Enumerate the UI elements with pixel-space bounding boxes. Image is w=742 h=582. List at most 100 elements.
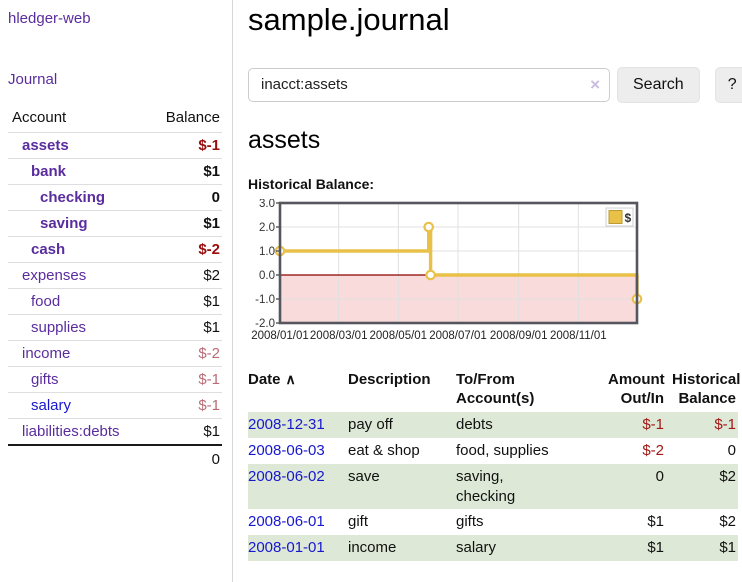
y-tick-label: -2.0 <box>255 318 275 330</box>
sidebar: hledger-web Journal Account Balance asse… <box>0 0 233 582</box>
transaction-amount: $-2 <box>642 442 664 460</box>
chart-section-label: Historical Balance: <box>248 175 375 192</box>
clear-search-icon[interactable]: × <box>590 74 600 94</box>
account-link-gifts[interactable]: gifts <box>31 371 59 388</box>
account-row: gifts $-1 <box>8 366 222 393</box>
transaction-amount: 0 <box>655 467 664 485</box>
chart-data-point <box>425 269 436 280</box>
transaction-row[interactable]: 2008-06-01 gift gifts $1 $2 <box>248 509 738 535</box>
transaction-balance: 0 <box>727 442 736 460</box>
account-row: bank $1 <box>8 158 222 185</box>
transaction-row[interactable]: 2008-01-01 income salary $1 $1 <box>248 535 738 562</box>
chart-legend: $ <box>605 207 634 227</box>
account-link-salary[interactable]: salary <box>31 397 72 414</box>
sort-ascending-icon: ∧ <box>285 370 296 387</box>
account-balance: 0 <box>211 189 220 206</box>
x-tick-label: 2008/07/01 <box>429 330 487 342</box>
account-balance: $1 <box>203 215 220 232</box>
help-button[interactable]: ? <box>714 66 742 103</box>
sidebar-item-journal[interactable]: Journal <box>8 71 58 88</box>
transaction-row[interactable]: 2008-06-02 save saving, checking 0 $2 <box>248 463 738 510</box>
transaction-description: income <box>348 539 397 557</box>
sidebar-nav: Journal <box>8 71 222 88</box>
x-tick-label: 2008/09/01 <box>490 330 548 342</box>
x-tick-label: 2008/05/01 <box>370 330 428 342</box>
account-row: liabilities:debts $1 <box>8 418 222 446</box>
account-row: assets $-1 <box>8 132 222 159</box>
transaction-balance: $2 <box>719 467 736 485</box>
x-tick-label: 2008/01/01 <box>251 330 309 342</box>
account-row: supplies $1 <box>8 314 222 341</box>
search-field-wrap: × <box>248 67 610 102</box>
transaction-description: pay off <box>348 416 393 434</box>
transaction-accounts: food, supplies <box>456 442 549 460</box>
transaction-balance: $1 <box>719 539 736 557</box>
account-link-liabilities-debts[interactable]: liabilities:debts <box>22 423 120 440</box>
transaction-balance: $-1 <box>714 416 736 434</box>
y-tick-label: -1.0 <box>255 294 275 306</box>
chart-data-point <box>423 221 434 232</box>
app-title-link[interactable]: hledger-web <box>8 10 91 27</box>
account-link-assets[interactable]: assets <box>22 137 69 154</box>
accounts-total-spacer <box>8 445 148 473</box>
transaction-date-link[interactable]: 2008-06-03 <box>248 442 325 460</box>
account-link-saving[interactable]: saving <box>40 215 88 232</box>
transaction-accounts: gifts <box>456 513 484 531</box>
page-title: sample.journal <box>248 2 450 37</box>
account-link-cash[interactable]: cash <box>31 241 66 258</box>
transaction-row[interactable]: 2008-12-31 pay off debts $-1 $-1 <box>248 412 738 439</box>
account-balance: $1 <box>203 163 220 180</box>
register-header-accounts: To/From Account(s) <box>456 370 535 408</box>
account-link-income[interactable]: income <box>22 345 71 362</box>
transaction-accounts: salary <box>456 539 497 557</box>
transaction-date-link[interactable]: 2008-01-01 <box>248 539 325 557</box>
account-balance: $-1 <box>198 371 220 388</box>
transaction-description: gift <box>348 513 369 531</box>
transaction-date-link[interactable]: 2008-12-31 <box>248 416 325 434</box>
transaction-description: eat & shop <box>348 442 420 460</box>
transaction-description: save <box>348 467 380 485</box>
account-row: checking 0 <box>8 184 222 211</box>
accounts-header-row: Account Balance <box>8 105 222 133</box>
y-tick-label: 0.0 <box>259 270 275 282</box>
search-input[interactable] <box>248 67 610 102</box>
y-tick-label: 2.0 <box>259 222 275 234</box>
account-balance: $1 <box>203 293 220 310</box>
y-tick-label: 1.0 <box>259 246 275 258</box>
account-row: saving $1 <box>8 210 222 237</box>
accounts-total-row: 0 <box>8 445 222 473</box>
accounts-header-account: Account <box>12 109 67 126</box>
transaction-row[interactable]: 2008-06-03 eat & shop food, supplies $-2 0 <box>248 438 738 464</box>
account-link-food[interactable]: food <box>31 293 61 310</box>
legend-swatch-icon <box>608 209 623 224</box>
account-link-checking[interactable]: checking <box>40 189 106 206</box>
transaction-accounts: saving, checking <box>456 467 516 505</box>
account-row: food $1 <box>8 288 222 315</box>
account-row: salary $-1 <box>8 392 222 419</box>
account-link-bank[interactable]: bank <box>31 163 67 180</box>
account-row: expenses $2 <box>8 262 222 289</box>
accounts-header-balance: Balance <box>165 109 220 126</box>
register-header-date[interactable]: Date ∧ <box>248 370 296 388</box>
account-balance: $1 <box>203 319 220 336</box>
transaction-balance: $2 <box>719 513 736 531</box>
account-balance: $1 <box>203 423 220 440</box>
account-balance: $-2 <box>198 345 220 362</box>
transaction-accounts: debts <box>456 416 493 434</box>
account-balance: $-1 <box>198 137 220 154</box>
main-content: sample.journal × Search ? assets Histori… <box>233 0 742 582</box>
legend-label: $ <box>625 211 632 225</box>
transaction-date-link[interactable]: 2008-06-02 <box>248 467 325 485</box>
register-header-description: Description <box>348 370 431 388</box>
transaction-amount: $-1 <box>642 416 664 434</box>
search-button[interactable]: Search <box>617 66 700 103</box>
x-tick-label: 2008/03/01 <box>310 330 368 342</box>
account-row: cash $-2 <box>8 236 222 263</box>
transaction-amount: $1 <box>647 539 664 557</box>
account-link-expenses[interactable]: expenses <box>22 267 87 284</box>
account-balance: $2 <box>203 267 220 284</box>
account-link-supplies[interactable]: supplies <box>31 319 87 336</box>
transaction-date-link[interactable]: 2008-06-01 <box>248 513 325 531</box>
accounts-table: Account Balance assets $-1 bank $1 checking 0… <box>8 105 222 473</box>
